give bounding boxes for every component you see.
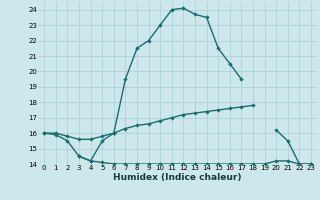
X-axis label: Humidex (Indice chaleur): Humidex (Indice chaleur) bbox=[113, 173, 242, 182]
